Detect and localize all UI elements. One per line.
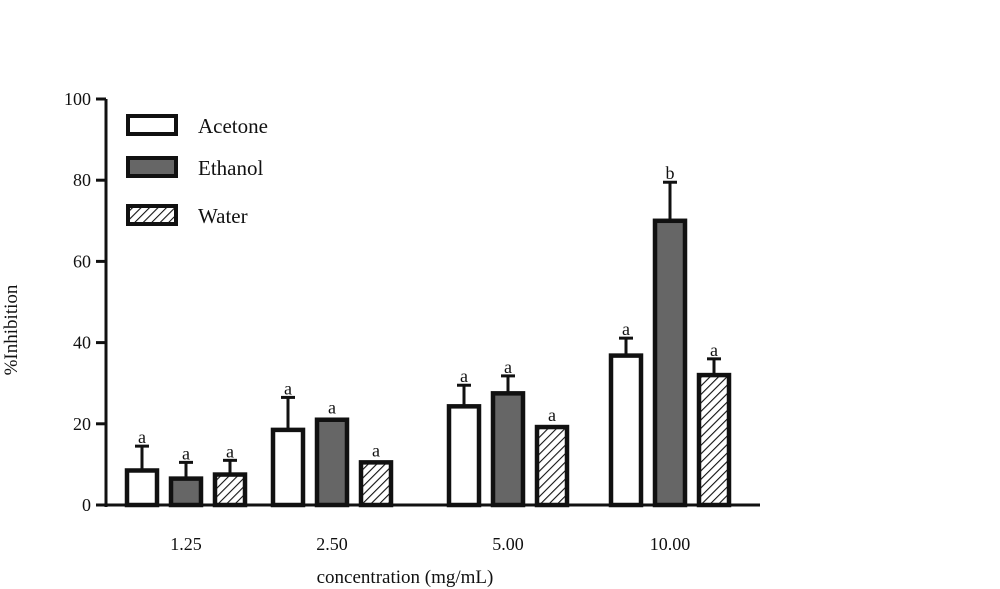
bar-acetone xyxy=(608,353,644,508)
legend-label-ethanol: Ethanol xyxy=(198,156,263,180)
significance-label: a xyxy=(710,340,718,360)
bar-ethanol xyxy=(490,391,526,508)
legend-swatch-water xyxy=(126,204,178,226)
bar-water xyxy=(534,424,570,508)
y-tick-label: 40 xyxy=(73,333,91,353)
y-tick-label: 60 xyxy=(73,251,91,271)
significance-label: b xyxy=(666,163,675,183)
x-tick-label: 2.50 xyxy=(316,534,348,554)
y-axis-title: %Inhibition xyxy=(1,284,22,375)
legend-label-water: Water xyxy=(198,204,248,228)
x-tick-label: 5.00 xyxy=(492,534,524,554)
bar-acetone xyxy=(270,427,306,508)
legend-label-acetone: Acetone xyxy=(198,114,268,138)
significance-label: a xyxy=(460,366,468,386)
x-tick-label: 10.00 xyxy=(650,534,691,554)
significance-label: a xyxy=(226,441,234,461)
significance-label: a xyxy=(622,319,630,339)
bar-acetone xyxy=(124,468,160,508)
significance-label: a xyxy=(182,443,190,463)
bar-ethanol xyxy=(652,218,688,508)
significance-label: a xyxy=(284,378,292,398)
legend-swatch-ethanol xyxy=(126,156,178,178)
x-tick-label: 1.25 xyxy=(170,534,202,554)
x-axis: 1.25 2.50 5.00 10.00 xyxy=(96,503,760,554)
significance-label: a xyxy=(548,405,556,425)
y-tick-label: 20 xyxy=(73,414,91,434)
significance-label: a xyxy=(372,440,380,460)
x-axis-title: concentration (mg/mL) xyxy=(317,567,494,588)
bars: a a a a a a a a a a b a xyxy=(124,163,732,508)
bar-acetone xyxy=(446,404,482,508)
significance-label: a xyxy=(504,357,512,377)
significance-label: a xyxy=(328,398,336,418)
y-tick-label: 0 xyxy=(82,495,91,515)
legend-swatch-acetone xyxy=(126,114,178,136)
y-tick-label: 80 xyxy=(73,170,91,190)
y-tick-label: 100 xyxy=(64,89,91,109)
bar-ethanol xyxy=(314,417,350,508)
y-axis: 0 20 40 60 80 100 xyxy=(64,89,108,515)
bar-ethanol xyxy=(168,476,204,508)
legend: Acetone Ethanol Water xyxy=(126,114,268,228)
bar-water xyxy=(212,472,248,508)
significance-label: a xyxy=(138,427,146,447)
bar-water xyxy=(358,460,394,508)
bar-water xyxy=(696,372,732,508)
